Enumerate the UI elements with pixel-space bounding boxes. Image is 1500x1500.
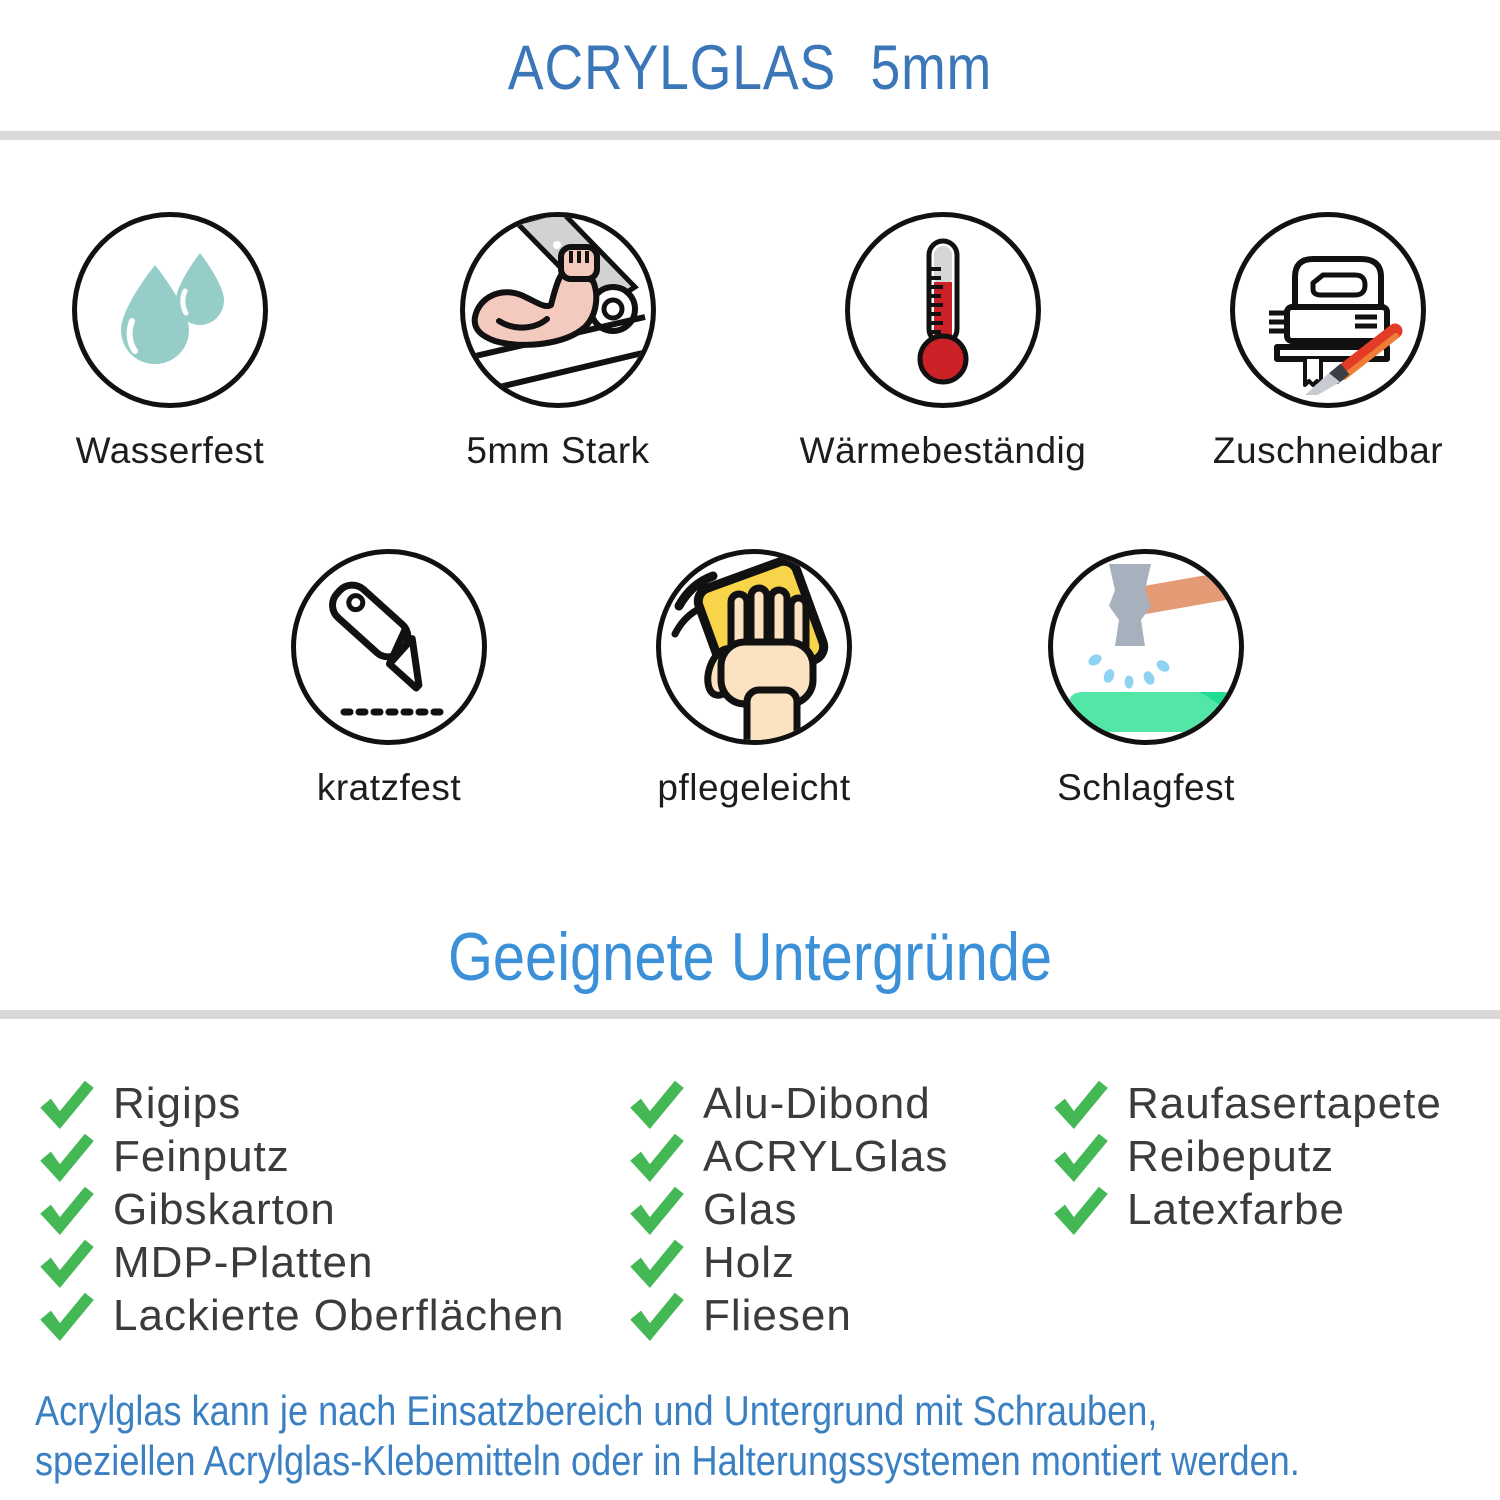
substrate-column-2: Alu-Dibond ACRYLGlas Glas Holz Fliesen — [628, 1077, 948, 1342]
footer-line-1: Acrylglas kann je nach Einsatzbereich un… — [35, 1387, 1158, 1434]
feature-zuschneidbar: Zuschneidbar — [1158, 212, 1498, 472]
checkmark-icon — [40, 1133, 94, 1182]
feature-schlagfest: Schlagfest — [976, 549, 1316, 809]
substrate-label: Lackierte Oberflächen — [113, 1290, 565, 1340]
list-item: Alu-Dibond — [628, 1077, 948, 1130]
checkmark-icon — [40, 1080, 94, 1129]
list-item: Latexfarbe — [1052, 1183, 1442, 1236]
substrate-label: Feinputz — [113, 1131, 290, 1181]
substrate-label: Raufasertapete — [1127, 1078, 1442, 1128]
substrate-label: Alu-Dibond — [703, 1078, 931, 1128]
feature-label: Schlagfest — [1057, 767, 1235, 808]
feature-pflegeleicht: pflegeleicht — [584, 549, 924, 809]
divider-bar-top — [0, 131, 1500, 140]
substrate-column-1: Rigips Feinputz Gibskarton MDP-Platten L… — [38, 1077, 564, 1342]
feature-circle — [460, 212, 656, 408]
checkmark-icon — [630, 1080, 684, 1129]
section-heading: Geeignete Untergründe — [447, 919, 1053, 995]
feature-wasserfest: Wasserfest — [0, 212, 340, 472]
feature-label: kratzfest — [316, 767, 462, 808]
list-item: Lackierte Oberflächen — [38, 1289, 564, 1342]
wiping-hand-icon — [671, 556, 829, 740]
substrate-label: Glas — [703, 1184, 798, 1234]
list-item: ACRYLGlas — [628, 1130, 948, 1183]
page-title: ACRYLGLAS 5mm — [507, 33, 993, 103]
list-item: MDP-Platten — [38, 1236, 564, 1289]
checkmark-icon — [40, 1239, 94, 1288]
jigsaw-knife-icon — [1269, 256, 1403, 395]
feature-kratzfest: kratzfest — [219, 549, 559, 809]
feature-label: 5mm Stark — [466, 430, 650, 471]
feature-label: pflegeleicht — [657, 767, 851, 808]
list-item: Rigips — [38, 1077, 564, 1130]
feature-circle — [656, 549, 852, 745]
checkmark-icon — [630, 1292, 684, 1341]
feature-circle — [1230, 212, 1426, 408]
substrate-label: Holz — [703, 1237, 796, 1287]
checkmark-icon — [630, 1239, 684, 1288]
list-item: Glas — [628, 1183, 948, 1236]
checkmark-icon — [1054, 1133, 1108, 1182]
feature-label: Wärmebeständig — [799, 430, 1087, 471]
feature-circle — [291, 549, 487, 745]
list-item: Raufasertapete — [1052, 1077, 1442, 1130]
substrate-label: Latexfarbe — [1127, 1184, 1345, 1234]
list-item: Feinputz — [38, 1130, 564, 1183]
list-item: Reibeputz — [1052, 1130, 1442, 1183]
divider-bar-middle — [0, 1010, 1500, 1019]
substrate-column-3: Raufasertapete Reibeputz Latexfarbe — [1052, 1077, 1442, 1236]
list-item: Gibskarton — [38, 1183, 564, 1236]
feature-label: Wasserfest — [75, 430, 265, 471]
list-item: Fliesen — [628, 1289, 948, 1342]
utility-knife-icon — [329, 581, 444, 716]
checkmark-icon — [40, 1186, 94, 1235]
checkmark-icon — [630, 1186, 684, 1235]
thermometer-icon — [917, 238, 969, 385]
feature-circle — [72, 212, 268, 408]
checkmark-icon — [630, 1133, 684, 1182]
feature-label: Zuschneidbar — [1212, 430, 1444, 471]
footer-note: Acrylglas kann je nach Einsatzbereich un… — [35, 1386, 1300, 1486]
checkmark-icon — [1054, 1186, 1108, 1235]
checkmark-icon — [1054, 1080, 1108, 1129]
feature-circle — [1048, 549, 1244, 745]
checkmark-icon — [40, 1292, 94, 1341]
list-item: Holz — [628, 1236, 948, 1289]
substrate-label: Gibskarton — [113, 1184, 336, 1234]
feature-circle — [845, 212, 1041, 408]
hammer-impact-icon — [1069, 564, 1239, 732]
footer-line-2: speziellen Acrylglas-Klebemitteln oder i… — [35, 1437, 1300, 1484]
substrate-label: Fliesen — [703, 1290, 852, 1340]
substrate-label: Rigips — [113, 1078, 242, 1128]
feature-5mm-stark: 5mm Stark — [388, 212, 728, 472]
substrate-label: MDP-Platten — [113, 1237, 374, 1287]
substrate-label: ACRYLGlas — [703, 1131, 949, 1181]
feature-waermebestaendig: Wärmebeständig — [773, 212, 1113, 472]
substrate-label: Reibeputz — [1127, 1131, 1335, 1181]
water-drops-icon — [121, 253, 224, 364]
muscle-arm-roll-icon — [470, 217, 651, 392]
